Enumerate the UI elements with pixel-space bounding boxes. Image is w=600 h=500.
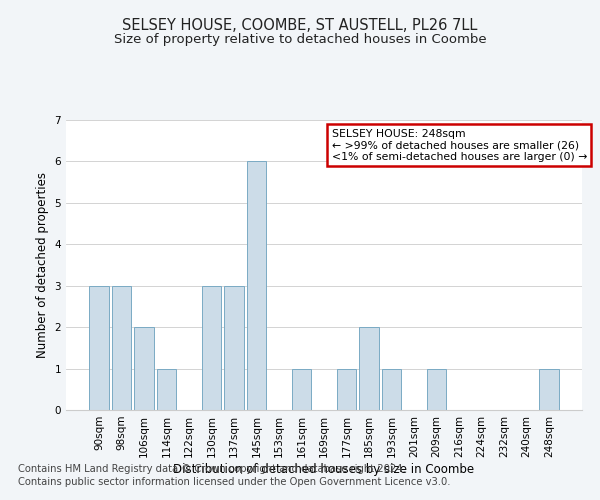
Bar (427, 368, 446, 410)
Text: SELSEY HOUSE: 248sqm
← >99% of detached houses are smaller (26)
<1% of semi-deta: SELSEY HOUSE: 248sqm ← >99% of detached … (332, 128, 587, 162)
Y-axis label: Number of detached properties: Number of detached properties (36, 172, 49, 358)
Bar (202, 286, 221, 410)
Bar (539, 368, 559, 410)
Text: Contains public sector information licensed under the Open Government Licence v3: Contains public sector information licen… (18, 477, 451, 487)
Bar (134, 327, 154, 410)
Bar (157, 368, 176, 410)
Bar (337, 368, 356, 410)
X-axis label: Distribution of detached houses by size in Coombe: Distribution of detached houses by size … (173, 462, 475, 475)
Bar (292, 368, 311, 410)
Bar (224, 286, 244, 410)
Bar (112, 286, 131, 410)
Bar (382, 368, 401, 410)
Text: Contains HM Land Registry data © Crown copyright and database right 2024.: Contains HM Land Registry data © Crown c… (18, 464, 406, 474)
Bar (247, 162, 266, 410)
Text: Size of property relative to detached houses in Coombe: Size of property relative to detached ho… (113, 32, 487, 46)
Text: SELSEY HOUSE, COOMBE, ST AUSTELL, PL26 7LL: SELSEY HOUSE, COOMBE, ST AUSTELL, PL26 7… (122, 18, 478, 32)
Bar (359, 327, 379, 410)
Bar (89, 286, 109, 410)
